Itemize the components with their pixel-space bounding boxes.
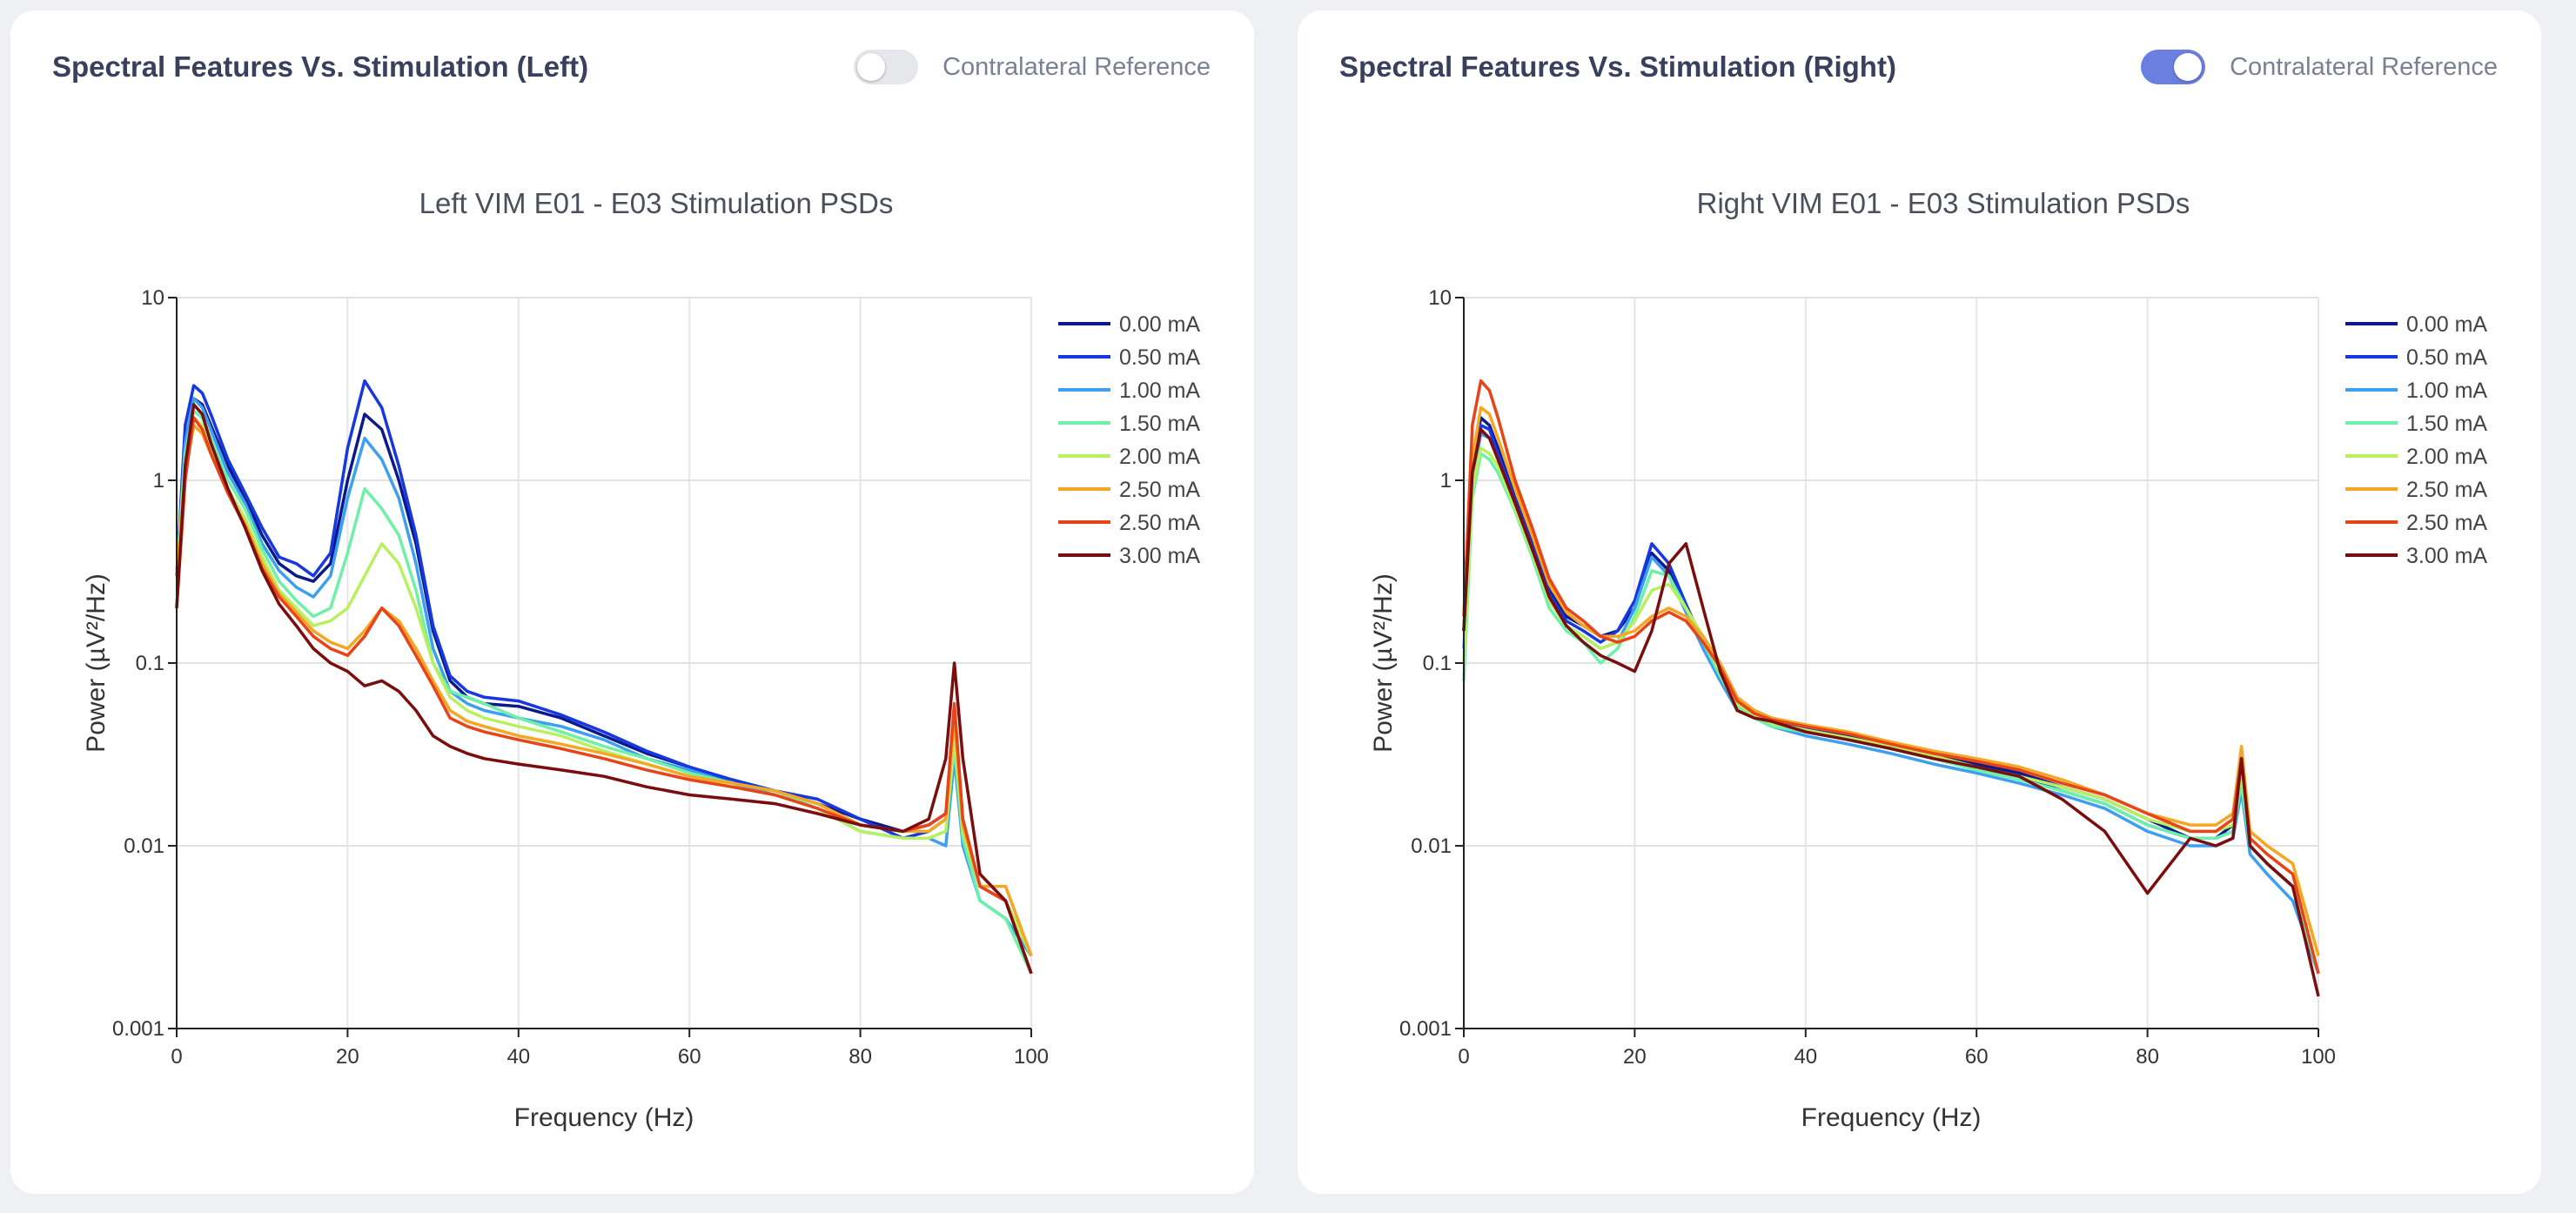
- y-tick-label: 1: [153, 469, 164, 493]
- legend-label: 1.00 mA: [2406, 379, 2487, 403]
- series-line-3: [175, 409, 1033, 975]
- y-tick-label: 0.01: [1411, 834, 1452, 858]
- series-line-7: [1462, 427, 2320, 997]
- toggle-knob: [2174, 53, 2203, 81]
- x-tick-label: 100: [1014, 1045, 1049, 1069]
- y-tick-label: 0.1: [1423, 652, 1452, 675]
- x-tick-label: 40: [1794, 1045, 1817, 1069]
- card-title: Spectral Features Vs. Stimulation (Right…: [1339, 50, 1896, 83]
- series-line-6: [175, 416, 1033, 975]
- y-tick-label: 0.1: [136, 652, 164, 675]
- y-axis-label: Power (µV²/Hz): [82, 573, 111, 753]
- x-tick-label: 20: [336, 1045, 359, 1069]
- legend-label: 3.00 mA: [2406, 544, 2487, 568]
- series-line-4: [175, 416, 1033, 957]
- x-tick-label: 80: [2136, 1045, 2159, 1069]
- y-tick-label: 10: [141, 286, 164, 310]
- y-tick-label: 10: [1428, 286, 1452, 310]
- toggle-label: Contralateral Reference: [2230, 52, 2498, 81]
- x-tick-label: 40: [506, 1045, 530, 1069]
- legend-label: 2.50 mA: [1119, 478, 1200, 502]
- series-line-3: [1462, 452, 2320, 975]
- legend-label: 2.50 mA: [2406, 478, 2487, 502]
- legend-label: 1.50 mA: [2406, 412, 2487, 436]
- legend-label: 1.00 mA: [1119, 379, 1200, 403]
- series-line-4: [1462, 446, 2320, 975]
- y-tick-label: 0.01: [124, 834, 164, 858]
- chart-title: Right VIM E01 - E03 Stimulation PSDs: [1697, 187, 2190, 219]
- y-tick-label: 1: [1440, 469, 1452, 493]
- x-tick-label: 100: [2301, 1045, 2336, 1069]
- psd-chart-right: Right VIM E01 - E03 Stimulation PSDs 0 20 4…: [1369, 187, 2487, 1132]
- series-line-1: [1462, 424, 2320, 975]
- card-title: Spectral Features Vs. Stimulation (Left): [52, 50, 589, 83]
- x-axis-label: Frequency (Hz): [514, 1103, 694, 1132]
- x-tick-label: 0: [1458, 1045, 1469, 1069]
- x-tick-label: 60: [678, 1045, 701, 1069]
- series-line-2: [1462, 432, 2320, 975]
- psd-chart-left: Left VIM E01 - E03 Stimulation PSDs 0 20 40…: [82, 187, 1200, 1132]
- y-tick-label: 0.001: [1399, 1017, 1452, 1041]
- y-axis-label: Power (µV²/Hz): [1369, 573, 1398, 753]
- legend-label: 2.50 mA: [1119, 511, 1200, 535]
- contralateral-reference-toggle[interactable]: [854, 50, 919, 84]
- x-tick-label: 80: [849, 1045, 872, 1069]
- series-line-0: [1462, 416, 2320, 975]
- toggle-label: Contralateral Reference: [943, 52, 1211, 81]
- x-tick-label: 60: [1965, 1045, 1989, 1069]
- legend-label: 3.00 mA: [1119, 544, 1200, 568]
- series-line-6: [1462, 379, 2320, 975]
- legend-label: 0.50 mA: [1119, 345, 1200, 370]
- legend-label: 2.00 mA: [2406, 445, 2487, 469]
- series-line-1: [175, 379, 1033, 957]
- legend-label: 0.00 mA: [2406, 312, 2487, 337]
- x-tick-label: 0: [171, 1045, 182, 1069]
- chart-title: Left VIM E01 - E03 Stimulation PSDs: [419, 187, 894, 219]
- card-left: Spectral Features Vs. Stimulation (Left)…: [10, 10, 1254, 1194]
- series-line-5: [1462, 405, 2320, 956]
- x-tick-label: 20: [1623, 1045, 1647, 1069]
- legend-label: 0.50 mA: [2406, 345, 2487, 370]
- legend-label: 1.50 mA: [1119, 412, 1200, 436]
- legend-label: 0.00 mA: [1119, 312, 1200, 337]
- toggle-knob: [857, 53, 886, 81]
- series-line-0: [175, 397, 1033, 957]
- y-tick-label: 0.001: [112, 1017, 164, 1041]
- legend-label: 2.00 mA: [1119, 445, 1200, 469]
- series-line-2: [175, 397, 1033, 957]
- series-line-7: [175, 403, 1033, 975]
- x-axis-label: Frequency (Hz): [1801, 1103, 1982, 1132]
- legend-label: 2.50 mA: [2406, 511, 2487, 535]
- contralateral-reference-toggle-group: Contralateral Reference: [2141, 50, 2498, 84]
- card-right: Spectral Features Vs. Stimulation (Right…: [1298, 10, 2541, 1194]
- series-line-5: [175, 424, 1033, 957]
- contralateral-reference-toggle-group: Contralateral Reference: [854, 50, 1211, 84]
- contralateral-reference-toggle[interactable]: [2141, 50, 2206, 84]
